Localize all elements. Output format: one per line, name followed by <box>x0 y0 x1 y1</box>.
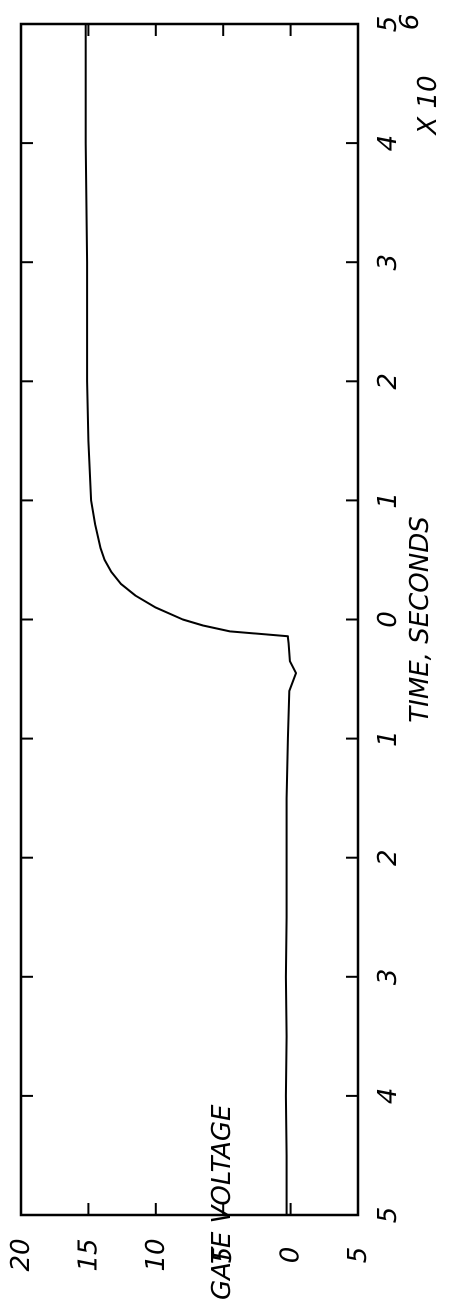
y-tick-label: 0 <box>276 1247 306 1264</box>
x-tick-label: 2 <box>373 849 403 866</box>
y-tick-label: 5 <box>343 1247 373 1264</box>
y-tick-label: 15 <box>73 1238 103 1271</box>
x-tick-label: 5 <box>373 1207 403 1224</box>
x-tick-label: 1 <box>373 730 403 747</box>
y-tick-label: 10 <box>141 1238 171 1271</box>
x-tick-label: 0 <box>373 611 403 628</box>
x-tick-label: 3 <box>373 254 403 271</box>
x-tick-label: 2 <box>373 373 403 390</box>
x-tick-label: 4 <box>373 135 403 152</box>
x-tick-label: 4 <box>373 1088 403 1105</box>
y-axis-title: GATE VOLTAGE <box>207 1104 237 1300</box>
x-tick-label: 3 <box>373 969 403 986</box>
y-tick-label: 5 <box>208 1247 238 1264</box>
plot-layer <box>19 22 360 1217</box>
x-tick-label: 1 <box>373 492 403 509</box>
x-multiplier: X 10 <box>413 75 443 136</box>
series-line-0 <box>84 24 297 1215</box>
ticks-layer <box>21 24 358 1215</box>
plot-frame <box>19 22 360 1217</box>
y-tick-label: 20 <box>6 1238 36 1271</box>
x-axis-title: TIME, SECONDS <box>405 516 435 722</box>
x-tick-label: 5 <box>373 16 403 33</box>
x-multiplier-exponent: 6 <box>395 14 425 31</box>
